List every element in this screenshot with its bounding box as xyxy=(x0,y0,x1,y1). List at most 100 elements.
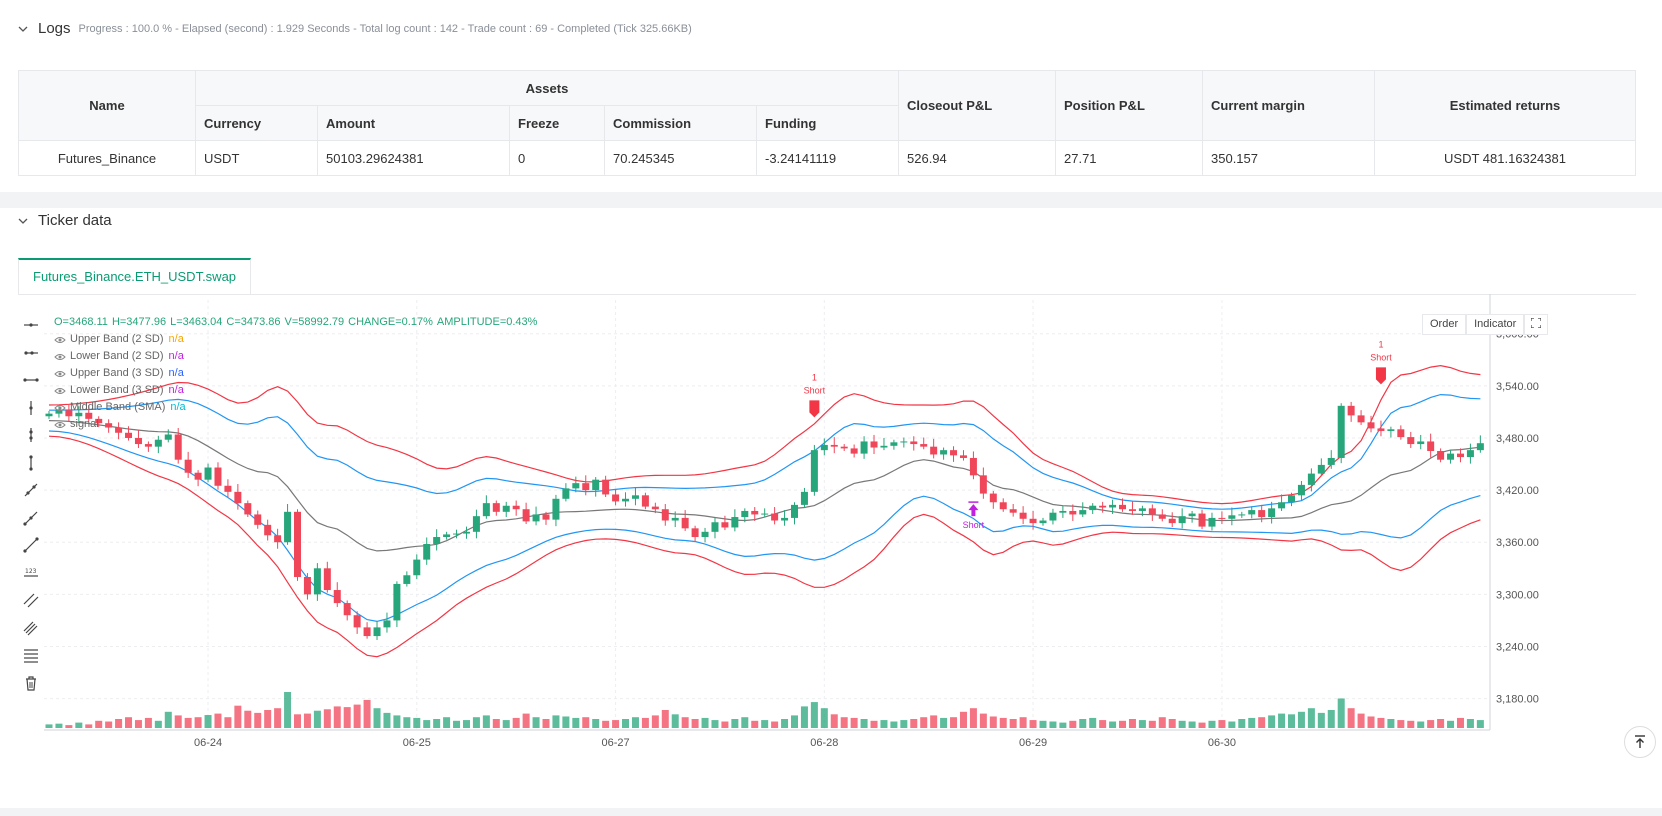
volume-bar xyxy=(383,712,391,728)
volume-bar xyxy=(55,723,63,728)
volume-bar xyxy=(1347,708,1355,728)
segment-tool-icon[interactable] xyxy=(20,534,42,556)
candle-body xyxy=(870,441,878,448)
candle-body xyxy=(671,517,679,521)
col-commission: Commission xyxy=(604,105,757,141)
trend-line-tool-icon[interactable] xyxy=(20,479,42,501)
candle-body xyxy=(1407,437,1415,445)
volume-bar xyxy=(65,725,73,728)
back-to-top-button[interactable] xyxy=(1624,726,1656,758)
volume-bar xyxy=(1188,721,1196,728)
candle-body xyxy=(313,568,321,595)
legend-value: n/a xyxy=(168,350,184,362)
candles xyxy=(45,401,1484,640)
col-funding: Funding xyxy=(756,105,899,141)
legend-item[interactable]: signal xyxy=(54,416,541,433)
chevron-down-icon[interactable] xyxy=(18,24,28,34)
volume-bar xyxy=(969,708,977,728)
volume-bar xyxy=(1297,711,1305,728)
candle-body xyxy=(969,457,977,476)
legend-item[interactable]: Middle Band (SMA) n/a xyxy=(54,399,541,416)
fib-retracement-tool-icon[interactable] xyxy=(20,644,42,666)
volume-bar xyxy=(930,715,938,728)
candle-body xyxy=(1218,517,1226,519)
horizontal-line-tool-icon[interactable] xyxy=(20,314,42,336)
volume-bar xyxy=(791,715,798,728)
volume-bar xyxy=(1049,721,1057,728)
volume-bar xyxy=(641,717,649,728)
candle-body xyxy=(433,537,441,544)
volume-bar xyxy=(602,720,610,728)
ohlc-low: L=3463.04 xyxy=(170,316,223,328)
price-range-tool-icon[interactable]: 123 xyxy=(20,562,42,584)
chart-axes: 3,600.003,540.003,480.003,420.003,360.00… xyxy=(44,294,1539,749)
legend-item[interactable]: Upper Band (3 SD) n/a xyxy=(54,365,541,382)
volume-bar xyxy=(781,719,789,728)
volume-bar xyxy=(761,720,769,728)
tab-eth-usdt-swap[interactable]: Futures_Binance.ETH_USDT.swap xyxy=(18,258,252,294)
volume-bar xyxy=(840,717,848,728)
candle-body xyxy=(1238,514,1246,516)
volume-bar xyxy=(870,720,878,728)
candle-body xyxy=(641,495,649,507)
fib-channel-tool-icon[interactable] xyxy=(20,617,42,639)
volume-bar xyxy=(1268,715,1276,728)
candle-body xyxy=(383,620,391,628)
volume-bar xyxy=(810,702,818,728)
volume-bar xyxy=(691,719,699,728)
volume-bar xyxy=(1456,717,1464,728)
trash-icon[interactable] xyxy=(20,672,42,694)
volume-bar xyxy=(890,721,898,728)
volume-bar xyxy=(552,715,560,728)
candle-body xyxy=(622,498,630,502)
volume-bar xyxy=(940,717,948,728)
cell-amount: 50103.29624381 xyxy=(317,140,510,176)
cell-closeout: 526.94 xyxy=(898,140,1056,176)
logs-header[interactable]: Logs Progress : 100.0 % - Elapsed (secon… xyxy=(18,20,692,37)
eye-icon[interactable] xyxy=(54,353,66,361)
ray-line-tool-icon[interactable] xyxy=(20,507,42,529)
candle-body xyxy=(1317,464,1325,474)
candle-body xyxy=(1009,509,1017,513)
candle-body xyxy=(294,511,301,577)
legend-item[interactable]: Upper Band (2 SD) n/a xyxy=(54,331,541,348)
fullscreen-icon[interactable] xyxy=(1524,314,1549,335)
eye-icon[interactable] xyxy=(54,336,66,344)
candle-body xyxy=(274,535,282,543)
order-button[interactable]: Order xyxy=(1422,314,1467,335)
candle-body xyxy=(214,467,222,486)
volume-bar xyxy=(711,720,719,728)
volume-bar xyxy=(214,713,222,728)
eye-icon[interactable] xyxy=(54,404,66,412)
volume-bar xyxy=(174,715,182,728)
chevron-down-icon[interactable] xyxy=(18,216,28,226)
volume-bar xyxy=(144,717,152,728)
signal-label: Short xyxy=(804,385,826,395)
vertical-segment-tool-icon[interactable] xyxy=(20,452,42,474)
eye-icon[interactable] xyxy=(54,421,66,429)
extended-line-tool-icon[interactable] xyxy=(20,369,42,391)
candle-body xyxy=(850,448,858,454)
y-tick-label: 3,420.00 xyxy=(1496,485,1539,497)
legend-name: Middle Band (SMA) xyxy=(70,401,166,413)
legend-item[interactable]: Lower Band (3 SD) n/a xyxy=(54,382,541,399)
candle-body xyxy=(999,502,1007,510)
eye-icon[interactable] xyxy=(54,370,66,378)
indicator-button[interactable]: Indicator xyxy=(1466,314,1525,335)
candle-body xyxy=(184,459,192,473)
parallel-channel-tool-icon[interactable] xyxy=(20,589,42,611)
candle-body xyxy=(890,442,898,446)
trade-signals: 1 Short Short 1 Short xyxy=(804,339,1393,530)
horizontal-ray-tool-icon[interactable] xyxy=(20,342,42,364)
volume-bar xyxy=(363,699,371,728)
eye-icon[interactable] xyxy=(54,387,66,395)
vertical-ray-tool-icon[interactable] xyxy=(20,424,42,446)
volume-bar xyxy=(45,724,53,728)
candle-body xyxy=(691,528,699,538)
volume-bar xyxy=(453,720,461,728)
vertical-line-tool-icon[interactable] xyxy=(20,397,42,419)
legend-item[interactable]: Lower Band (2 SD) n/a xyxy=(54,348,541,365)
ticker-header[interactable]: Ticker data xyxy=(18,212,112,229)
ohlc-change: CHANGE=0.17% xyxy=(348,316,433,328)
